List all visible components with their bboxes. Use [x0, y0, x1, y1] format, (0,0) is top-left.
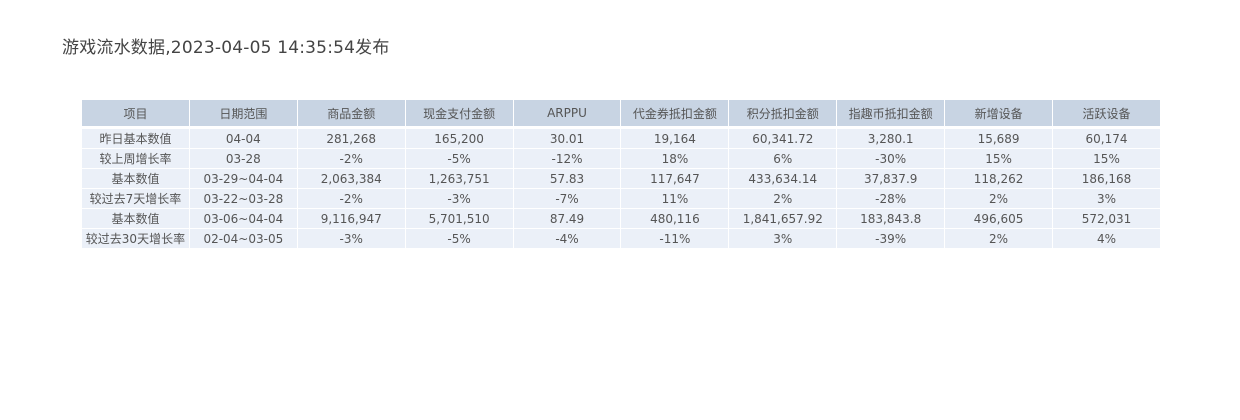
table-cell: 02-04~03-05	[188, 228, 298, 249]
table-cell: -7%	[512, 188, 622, 209]
table-cell: -3%	[404, 188, 514, 209]
table-cell: 281,268	[296, 126, 406, 149]
table-cell: -2%	[296, 148, 406, 169]
table-cell: 1,263,751	[404, 168, 514, 189]
table-cell: 60,341.72	[728, 126, 838, 149]
table-cell: -5%	[404, 228, 514, 249]
table-cell: 03-06~04-04	[188, 208, 298, 229]
table-cell: -5%	[404, 148, 514, 169]
column-header: 商品金额	[296, 100, 406, 128]
table-cell: 183,843.8	[836, 208, 946, 229]
column-header: 日期范围	[188, 100, 298, 128]
table-cell: 1,841,657.92	[728, 208, 838, 229]
column-header: 积分抵扣金额	[728, 100, 838, 128]
column-header: 项目	[81, 100, 190, 128]
table-cell: 57.83	[512, 168, 622, 189]
table-cell: 60,174	[1052, 126, 1161, 149]
table-row: 基本数值 03-29~04-04 2,063,384 1,263,751 57.83 11…	[81, 168, 1161, 189]
table-cell: -2%	[296, 188, 406, 209]
data-table: 项目 日期范围 商品金额 现金支付金额 ARPPU 代金券抵扣金额 积分抵扣金额 指趣币抵扣金…	[81, 100, 1161, 249]
table-row: 较上周增长率 03-28 -2% -5% -12% 18% 6% -30% 15% 15%	[81, 148, 1161, 169]
chart-title: 游戏流水数据,2023-04-05 14:35:54发布	[62, 38, 390, 58]
table-cell: 15%	[1052, 148, 1161, 169]
table-row: 基本数值 03-06~04-04 9,116,947 5,701,510 87.49 48…	[81, 208, 1161, 229]
row-label-cell: 基本数值	[81, 168, 190, 189]
table-cell: 3%	[728, 228, 838, 249]
table-cell: 165,200	[404, 126, 514, 149]
table-cell: 9,116,947	[296, 208, 406, 229]
table-cell: 87.49	[512, 208, 622, 229]
table-cell: 19,164	[620, 126, 730, 149]
table-cell: 11%	[620, 188, 730, 209]
table-cell: 4%	[1052, 228, 1161, 249]
column-header: ARPPU	[512, 100, 622, 128]
table-cell: 18%	[620, 148, 730, 169]
row-label-cell: 较过去7天增长率	[81, 188, 190, 209]
table-cell: -30%	[836, 148, 946, 169]
table-cell: -28%	[836, 188, 946, 209]
table-row: 较过去7天增长率 03-22~03-28 -2% -3% -7% 11% 2% -28% 2% 3…	[81, 188, 1161, 209]
table-cell: 2%	[944, 188, 1054, 209]
table-cell: 03-22~03-28	[188, 188, 298, 209]
table-cell: 3%	[1052, 188, 1161, 209]
column-header: 代金券抵扣金额	[620, 100, 730, 128]
table-cell: 04-04	[188, 126, 298, 149]
table-cell: 2%	[728, 188, 838, 209]
table-cell: 15,689	[944, 126, 1054, 149]
row-label-cell: 较上周增长率	[81, 148, 190, 169]
row-label-cell: 基本数值	[81, 208, 190, 229]
table-cell: 15%	[944, 148, 1054, 169]
table-cell: 2%	[944, 228, 1054, 249]
table-cell: -11%	[620, 228, 730, 249]
table-cell: 480,116	[620, 208, 730, 229]
table-cell: 03-28	[188, 148, 298, 169]
table-cell: 572,031	[1052, 208, 1161, 229]
row-label-cell: 昨日基本数值	[81, 126, 190, 149]
table-cell: 2,063,384	[296, 168, 406, 189]
table-row: 较过去30天增长率 02-04~03-05 -3% -5% -4% -11% 3% -39% 2…	[81, 228, 1161, 249]
table-cell: 117,647	[620, 168, 730, 189]
table-body: 昨日基本数值 04-04 281,268 165,200 30.01 19,164 60,3…	[81, 126, 1161, 249]
table-cell: 6%	[728, 148, 838, 169]
column-header: 新增设备	[944, 100, 1054, 128]
table-cell: -3%	[296, 228, 406, 249]
table-row: 昨日基本数值 04-04 281,268 165,200 30.01 19,164 60,3…	[81, 126, 1161, 149]
row-label-cell: 较过去30天增长率	[81, 228, 190, 249]
column-header: 指趣币抵扣金额	[836, 100, 946, 128]
table-cell: 496,605	[944, 208, 1054, 229]
table-cell: 186,168	[1052, 168, 1161, 189]
table-cell: -12%	[512, 148, 622, 169]
column-header: 现金支付金额	[404, 100, 514, 128]
table-cell: 03-29~04-04	[188, 168, 298, 189]
table-cell: 5,701,510	[404, 208, 514, 229]
table-cell: -4%	[512, 228, 622, 249]
table-cell: 433,634.14	[728, 168, 838, 189]
table-cell: 30.01	[512, 126, 622, 149]
table-cell: 37,837.9	[836, 168, 946, 189]
table-cell: 3,280.1	[836, 126, 946, 149]
column-header: 活跃设备	[1052, 100, 1161, 128]
header-row: 项目 日期范围 商品金额 现金支付金额 ARPPU 代金券抵扣金额 积分抵扣金额 指趣币抵扣金…	[81, 100, 1161, 128]
table-cell: 118,262	[944, 168, 1054, 189]
table-cell: -39%	[836, 228, 946, 249]
